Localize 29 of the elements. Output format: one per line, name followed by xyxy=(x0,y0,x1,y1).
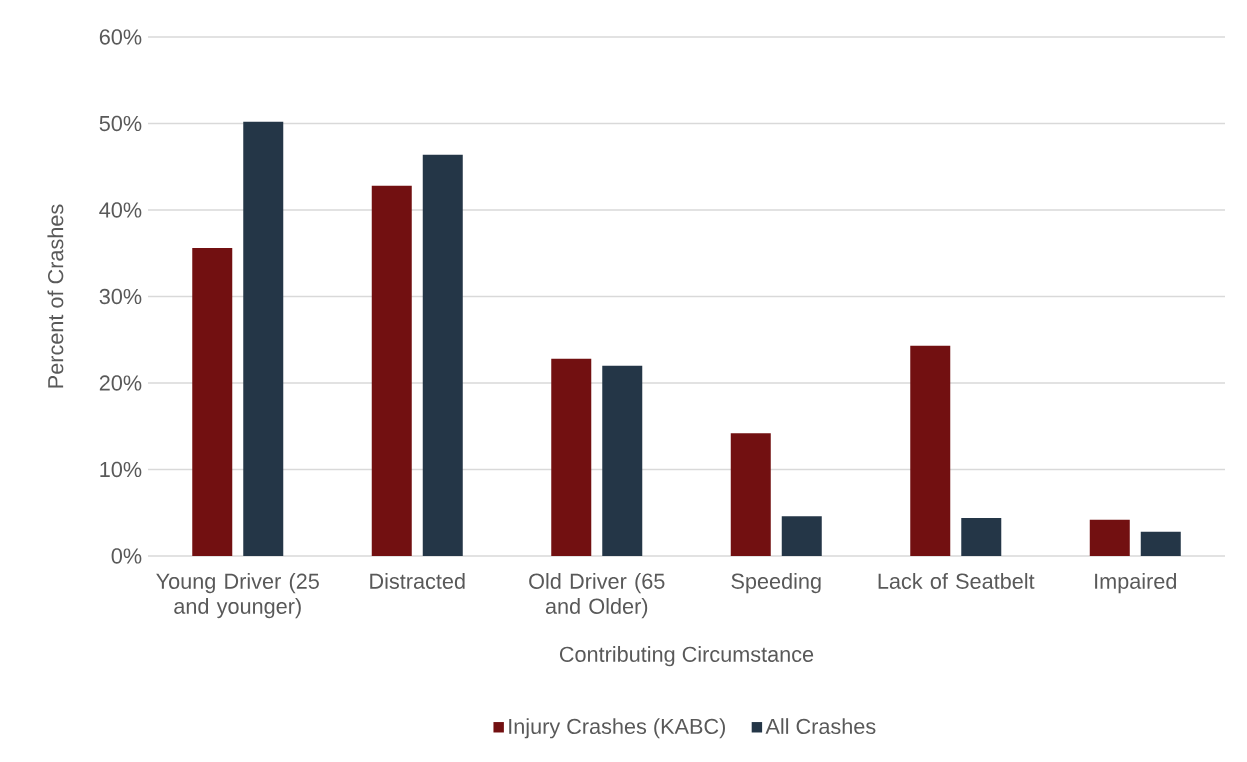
x-axis-title: Contributing Circumstance xyxy=(559,646,814,667)
x-tick-label: Impaired xyxy=(1095,572,1177,594)
x-tick-label: Young Driver (25 and younger) xyxy=(156,572,319,619)
bar xyxy=(961,517,1002,556)
bar xyxy=(371,185,412,556)
y-tick-label: 40% xyxy=(99,202,142,218)
y-tick-label: 30% xyxy=(99,288,142,305)
bar xyxy=(1089,519,1130,556)
bar xyxy=(781,516,822,556)
y-axis-title: Percent of Crashes xyxy=(47,204,64,388)
y-tick-label: 20% xyxy=(99,375,142,391)
bar xyxy=(192,248,233,556)
x-tick-label: Old Driver (65 and Older) xyxy=(529,572,665,619)
x-tick-label: Speeding xyxy=(731,572,821,594)
y-tick-label: 60% xyxy=(99,29,142,45)
bar xyxy=(243,121,284,556)
bar xyxy=(602,365,643,556)
bar xyxy=(730,433,771,556)
y-tick-label: 50% xyxy=(99,115,142,132)
bar xyxy=(910,345,951,556)
legend-label: All Crashes xyxy=(765,718,876,735)
bar xyxy=(551,358,592,556)
bar xyxy=(422,154,463,556)
legend-label: Injury Crashes (KABC) xyxy=(509,718,725,739)
y-tick-label: 10% xyxy=(100,461,142,478)
x-tick-label: Distracted xyxy=(370,572,465,589)
bar xyxy=(1140,531,1181,556)
x-tick-label: Lack of Seatbelt xyxy=(878,572,1035,589)
y-tick-label: 0% xyxy=(111,548,142,564)
